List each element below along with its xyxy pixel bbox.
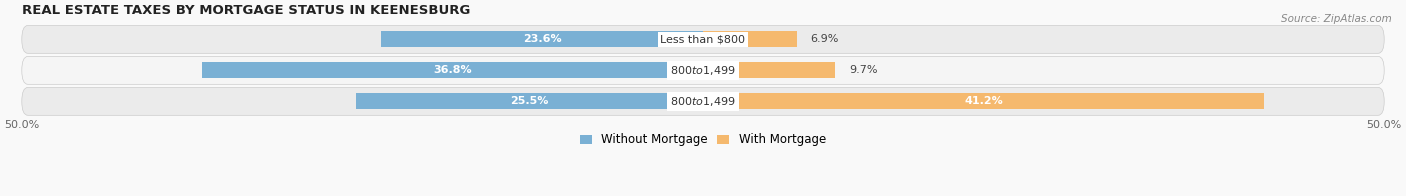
Bar: [381, 31, 703, 47]
Text: Less than $800: Less than $800: [661, 34, 745, 44]
Text: 41.2%: 41.2%: [965, 96, 1002, 106]
Text: 23.6%: 23.6%: [523, 34, 561, 44]
Bar: [703, 31, 797, 47]
Bar: [201, 62, 703, 78]
FancyBboxPatch shape: [21, 56, 1385, 84]
Text: $800 to $1,499: $800 to $1,499: [671, 95, 735, 108]
Text: 6.9%: 6.9%: [811, 34, 839, 44]
FancyBboxPatch shape: [21, 87, 1385, 115]
Text: 9.7%: 9.7%: [849, 65, 877, 75]
Text: $800 to $1,499: $800 to $1,499: [671, 64, 735, 77]
Bar: [703, 62, 835, 78]
Bar: [703, 93, 1264, 109]
Text: 36.8%: 36.8%: [433, 65, 471, 75]
Text: REAL ESTATE TAXES BY MORTGAGE STATUS IN KEENESBURG: REAL ESTATE TAXES BY MORTGAGE STATUS IN …: [21, 4, 470, 17]
Text: Source: ZipAtlas.com: Source: ZipAtlas.com: [1281, 14, 1392, 24]
FancyBboxPatch shape: [21, 25, 1385, 53]
Text: 25.5%: 25.5%: [510, 96, 548, 106]
Legend: Without Mortgage, With Mortgage: Without Mortgage, With Mortgage: [581, 133, 825, 146]
Bar: [356, 93, 703, 109]
